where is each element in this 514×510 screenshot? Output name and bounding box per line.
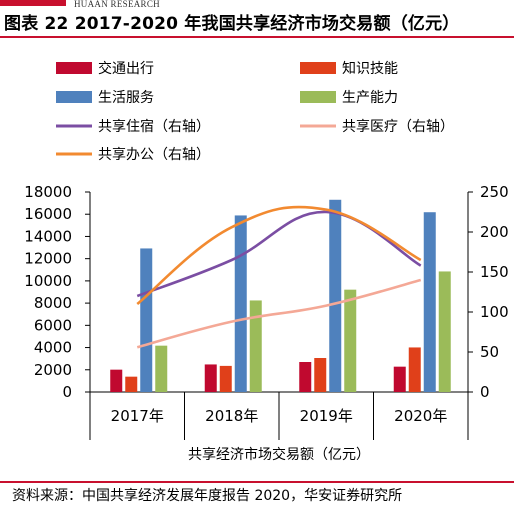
y-tick-label-left: 10000 <box>24 272 72 290</box>
x-tick-label: 2020年 <box>394 407 447 425</box>
legend-swatch <box>300 91 336 103</box>
y-tick-label-right: 150 <box>480 263 509 281</box>
y-tick-label-left: 4000 <box>34 339 72 357</box>
bar <box>204 364 217 392</box>
brand-logo-bar <box>0 0 66 6</box>
legend-label: 共享办公（右轴） <box>98 146 210 163</box>
y-tick-label-left: 2000 <box>34 361 72 379</box>
bar-series-group <box>110 199 451 392</box>
bar <box>314 358 327 392</box>
y-tick-label-left: 12000 <box>24 250 72 268</box>
bar <box>423 212 436 392</box>
y-tick-label-right: 200 <box>480 223 509 241</box>
x-axis-title: 共享经济市场交易额（亿元） <box>188 446 370 463</box>
bar <box>110 369 123 392</box>
legend-swatch <box>56 62 92 74</box>
y-tick-label-right: 250 <box>480 183 509 201</box>
legend-label: 交通出行 <box>98 60 154 77</box>
title-divider <box>0 36 514 38</box>
legend-swatch <box>300 62 336 74</box>
y-tick-label-left: 18000 <box>24 183 72 201</box>
y-tick-label-left: 14000 <box>24 227 72 245</box>
y-tick-label-right: 100 <box>480 303 509 321</box>
legend-label: 生活服务 <box>98 90 154 106</box>
bar <box>344 289 357 392</box>
x-tick-label: 2018年 <box>205 407 258 425</box>
legend-label: 共享住宿（右轴） <box>98 118 210 135</box>
bar <box>329 199 342 392</box>
bar <box>125 376 138 392</box>
footer-divider <box>0 481 514 483</box>
line-series <box>136 205 422 306</box>
bar <box>438 271 451 392</box>
x-tick-label: 2017年 <box>111 407 164 425</box>
legend-label: 生产能力 <box>342 90 398 106</box>
y-tick-label-left: 0 <box>62 383 72 401</box>
bar <box>155 345 168 392</box>
y-tick-label-right: 50 <box>480 343 499 361</box>
bar <box>234 215 247 392</box>
line-series <box>136 210 422 298</box>
bar <box>393 366 406 392</box>
bar <box>249 300 262 392</box>
source-note: 资料来源：中国共享经济发展年度报告 2020，华安证券研究所 <box>12 488 403 504</box>
bar <box>408 347 421 392</box>
bar <box>140 248 153 392</box>
brand-logo-text: HUAAN RESEARCH <box>74 0 160 9</box>
legend-label: 共享医疗（右轴） <box>342 118 454 135</box>
y-tick-label-left: 16000 <box>24 205 72 223</box>
bar <box>219 365 232 392</box>
y-tick-label-left: 8000 <box>34 294 72 312</box>
line-series-group <box>136 205 422 349</box>
chart-axes: 0200040006000800010000120001400016000180… <box>24 183 509 440</box>
y-tick-label-right: 0 <box>480 383 490 401</box>
legend-swatch <box>56 91 92 103</box>
chart-title: 图表 22 2017-2020 年我国共享经济市场交易额（亿元） <box>4 14 460 34</box>
bar <box>299 362 312 392</box>
legend-label: 知识技能 <box>342 60 398 77</box>
x-axis-labels: 2017年 2018年 2019年 2020年 <box>111 407 448 425</box>
x-tick-label: 2019年 <box>300 407 353 425</box>
line-series <box>136 278 422 349</box>
y-tick-label-left: 6000 <box>34 316 72 334</box>
